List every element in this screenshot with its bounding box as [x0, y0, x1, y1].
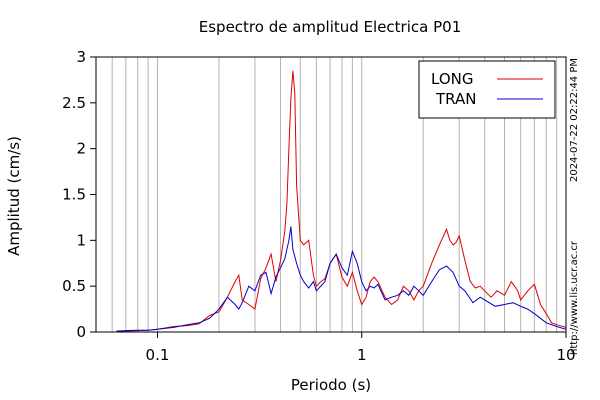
legend-label-long: LONG — [431, 70, 473, 88]
x-axis-label: Periodo (s) — [291, 376, 371, 394]
timestamp-annotation: 2024-07-22 02:22:44 PM — [569, 58, 580, 182]
y-tick-label: 2.5 — [62, 94, 86, 112]
y-tick-label: 2 — [76, 140, 86, 158]
y-tick-label: 3 — [76, 48, 86, 66]
series-line-tran — [116, 226, 567, 332]
legend: LONG TRAN — [418, 60, 556, 119]
y-tick-label: 0.5 — [62, 277, 86, 295]
legend-label-tran: TRAN — [435, 90, 476, 108]
chart-title: Espectro de amplitud Electrica P01 — [199, 18, 462, 36]
url-annotation: http://www.lis.ucr.ac.cr — [569, 240, 580, 355]
axes: 0 0.5 1 1.5 2 2.5 3 0.1 1 10 — [62, 48, 575, 364]
x-tick-label: 1 — [357, 346, 367, 364]
grid — [111, 57, 558, 332]
y-tick-label: 0 — [76, 323, 86, 341]
y-tick-label: 1.5 — [62, 186, 86, 204]
legend-box — [418, 60, 556, 119]
y-axis-label: Amplitud (cm/s) — [5, 136, 23, 256]
y-tick-label: 1 — [76, 231, 86, 249]
series-layer — [116, 70, 567, 332]
x-tick-label: 0.1 — [146, 346, 170, 364]
x-tick-label: 10 — [556, 346, 575, 364]
